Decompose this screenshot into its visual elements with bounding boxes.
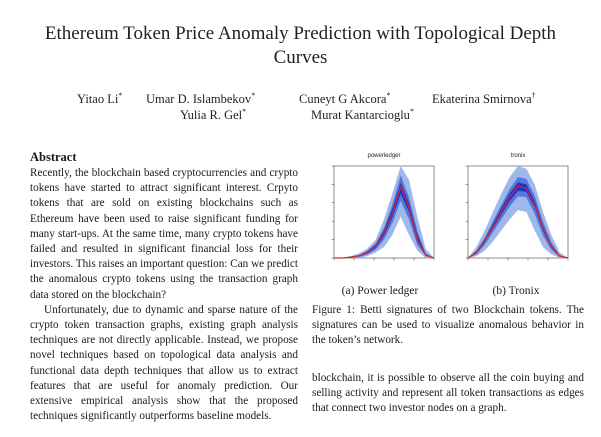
- author-3: Cuneyt G Akcora*: [299, 91, 391, 107]
- author-6: Murat Kantarcioglu*: [311, 107, 414, 123]
- figure-caption: Figure 1: Betti signatures of two Blockc…: [312, 304, 584, 346]
- author-5: Yulia R. Gel*: [180, 107, 247, 123]
- figure-b: tronix: [452, 148, 574, 276]
- author-1: Yitao Li*: [77, 91, 123, 107]
- paper-title: Ethereum Token Price Anomaly Prediction …: [44, 23, 557, 68]
- figure-a: powerledger: [318, 148, 440, 276]
- abstract-paragraph-2: Unfortunately, due to dynamic and sparse…: [30, 303, 298, 423]
- median-line: [334, 184, 435, 259]
- subfigure-caption-a: (a) Power ledger: [341, 285, 419, 297]
- subfigure-caption-b: (b) Tronix: [492, 285, 540, 297]
- betti-chart-powerledger: powerledger: [331, 153, 435, 261]
- band-outer: [334, 166, 434, 258]
- body-text: blockchain, it is possible to observe al…: [312, 372, 584, 415]
- abstract-body: Recently, the blockchain based cryptocur…: [30, 166, 298, 424]
- band-middle: [334, 175, 434, 258]
- author-2: Umar D. Islambekov*: [146, 91, 256, 107]
- median-line: [467, 185, 569, 259]
- author-4: Ekaterina Smirnova†: [432, 91, 536, 107]
- abstract-paragraph-1: Recently, the blockchain based cryptocur…: [30, 167, 298, 301]
- betti-chart-tronix: tronix: [465, 153, 569, 261]
- chart-title: tronix: [511, 153, 526, 159]
- chart-title: powerledger: [367, 153, 400, 159]
- abstract-heading: Abstract: [30, 150, 77, 164]
- plot-frame: [333, 165, 435, 259]
